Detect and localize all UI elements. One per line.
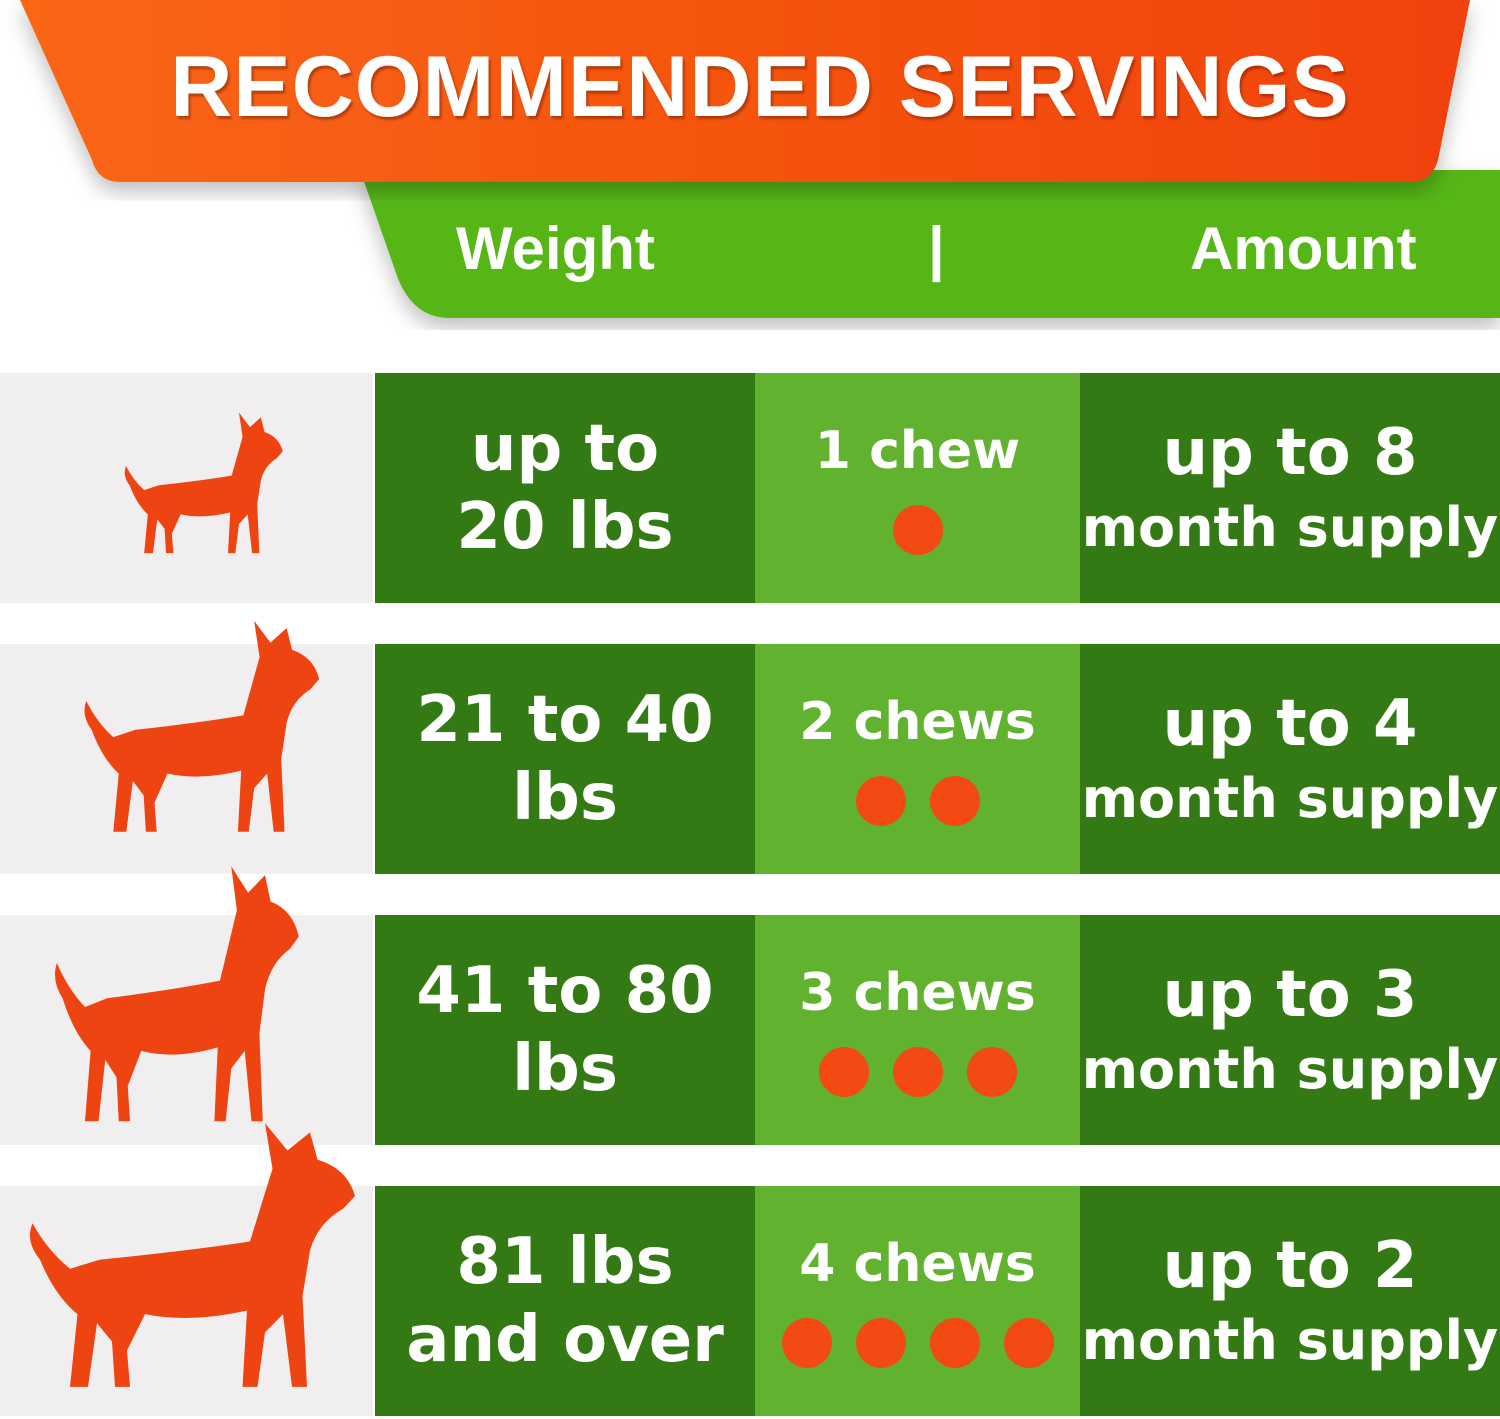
chews-cell: 2 chews: [755, 644, 1080, 874]
amount-label: up to 2: [1162, 1229, 1418, 1303]
chew-dots: [781, 1318, 1054, 1368]
chew-dots: [855, 776, 980, 826]
weight-line-1: up to: [470, 412, 660, 486]
weight-cell: 81 lbs and over: [375, 1186, 755, 1416]
header-amount: Amount: [1190, 215, 1417, 282]
chews-cell: 3 chews: [755, 915, 1080, 1145]
chew-dots: [892, 505, 943, 555]
chew-dot: [929, 1318, 980, 1368]
weight-line-2: lbs: [512, 1032, 618, 1106]
xlarge-dog-icon: [30, 1123, 355, 1387]
supply-label: month supply: [1081, 767, 1499, 830]
chew-dot: [818, 1047, 869, 1097]
chew-dot: [892, 505, 943, 555]
amount-cell: up to 4 month supply: [1080, 644, 1500, 874]
serving-row: 81 lbs and over 4 chews up to 2 month su…: [0, 1123, 1500, 1416]
supply-label: month supply: [1081, 496, 1499, 559]
chew-dots: [818, 1047, 1017, 1097]
weight-cell: up to 20 lbs: [375, 373, 755, 603]
header-weight: Weight: [456, 215, 655, 282]
chew-dot: [781, 1318, 832, 1368]
chews-cell: 1 chew: [755, 373, 1080, 603]
amount-label: up to 3: [1162, 958, 1418, 1032]
chews-label: 1 chew: [814, 421, 1021, 481]
weight-line-1: 21 to 40: [416, 683, 714, 757]
chew-dot: [966, 1047, 1017, 1097]
weight-line-1: 41 to 80: [416, 954, 714, 1028]
amount-cell: up to 8 month supply: [1080, 373, 1500, 603]
large-dog-icon: [55, 866, 299, 1122]
chew-dot: [892, 1047, 943, 1097]
medium-dog-icon: [84, 620, 320, 832]
amount-label: up to 4: [1162, 687, 1418, 761]
weight-cell: 21 to 40 lbs: [375, 644, 755, 874]
page-title: RECOMMENDED SERVINGS: [170, 39, 1350, 135]
amount-cell: up to 3 month supply: [1080, 915, 1500, 1145]
chew-dot: [1003, 1318, 1054, 1368]
amount-cell: up to 2 month supply: [1080, 1186, 1500, 1416]
header-divider: |: [928, 215, 945, 282]
weight-line-1: 81 lbs: [456, 1225, 674, 1299]
serving-row: up to 20 lbs 1 chew up to 8 month supply: [0, 373, 1500, 603]
chew-dot: [855, 776, 906, 826]
small-dog-icon: [124, 412, 283, 554]
weight-line-2: lbs: [512, 761, 618, 835]
chew-dot: [929, 776, 980, 826]
chews-cell: 4 chews: [755, 1186, 1080, 1416]
banner-shapes: [20, 0, 1500, 318]
chews-label: 2 chews: [799, 692, 1036, 752]
supply-label: month supply: [1081, 1038, 1499, 1101]
supply-label: month supply: [1081, 1309, 1499, 1372]
weight-line-2: 20 lbs: [456, 490, 674, 564]
serving-row: 41 to 80 lbs 3 chews up to 3 month suppl…: [0, 866, 1500, 1145]
chews-label: 3 chews: [799, 963, 1036, 1023]
chews-label: 4 chews: [799, 1234, 1036, 1294]
weight-line-2: and over: [406, 1303, 724, 1377]
serving-row: 21 to 40 lbs 2 chews up to 4 month suppl…: [0, 620, 1500, 874]
chew-dot: [855, 1318, 906, 1368]
amount-label: up to 8: [1162, 416, 1418, 490]
weight-cell: 41 to 80 lbs: [375, 915, 755, 1145]
